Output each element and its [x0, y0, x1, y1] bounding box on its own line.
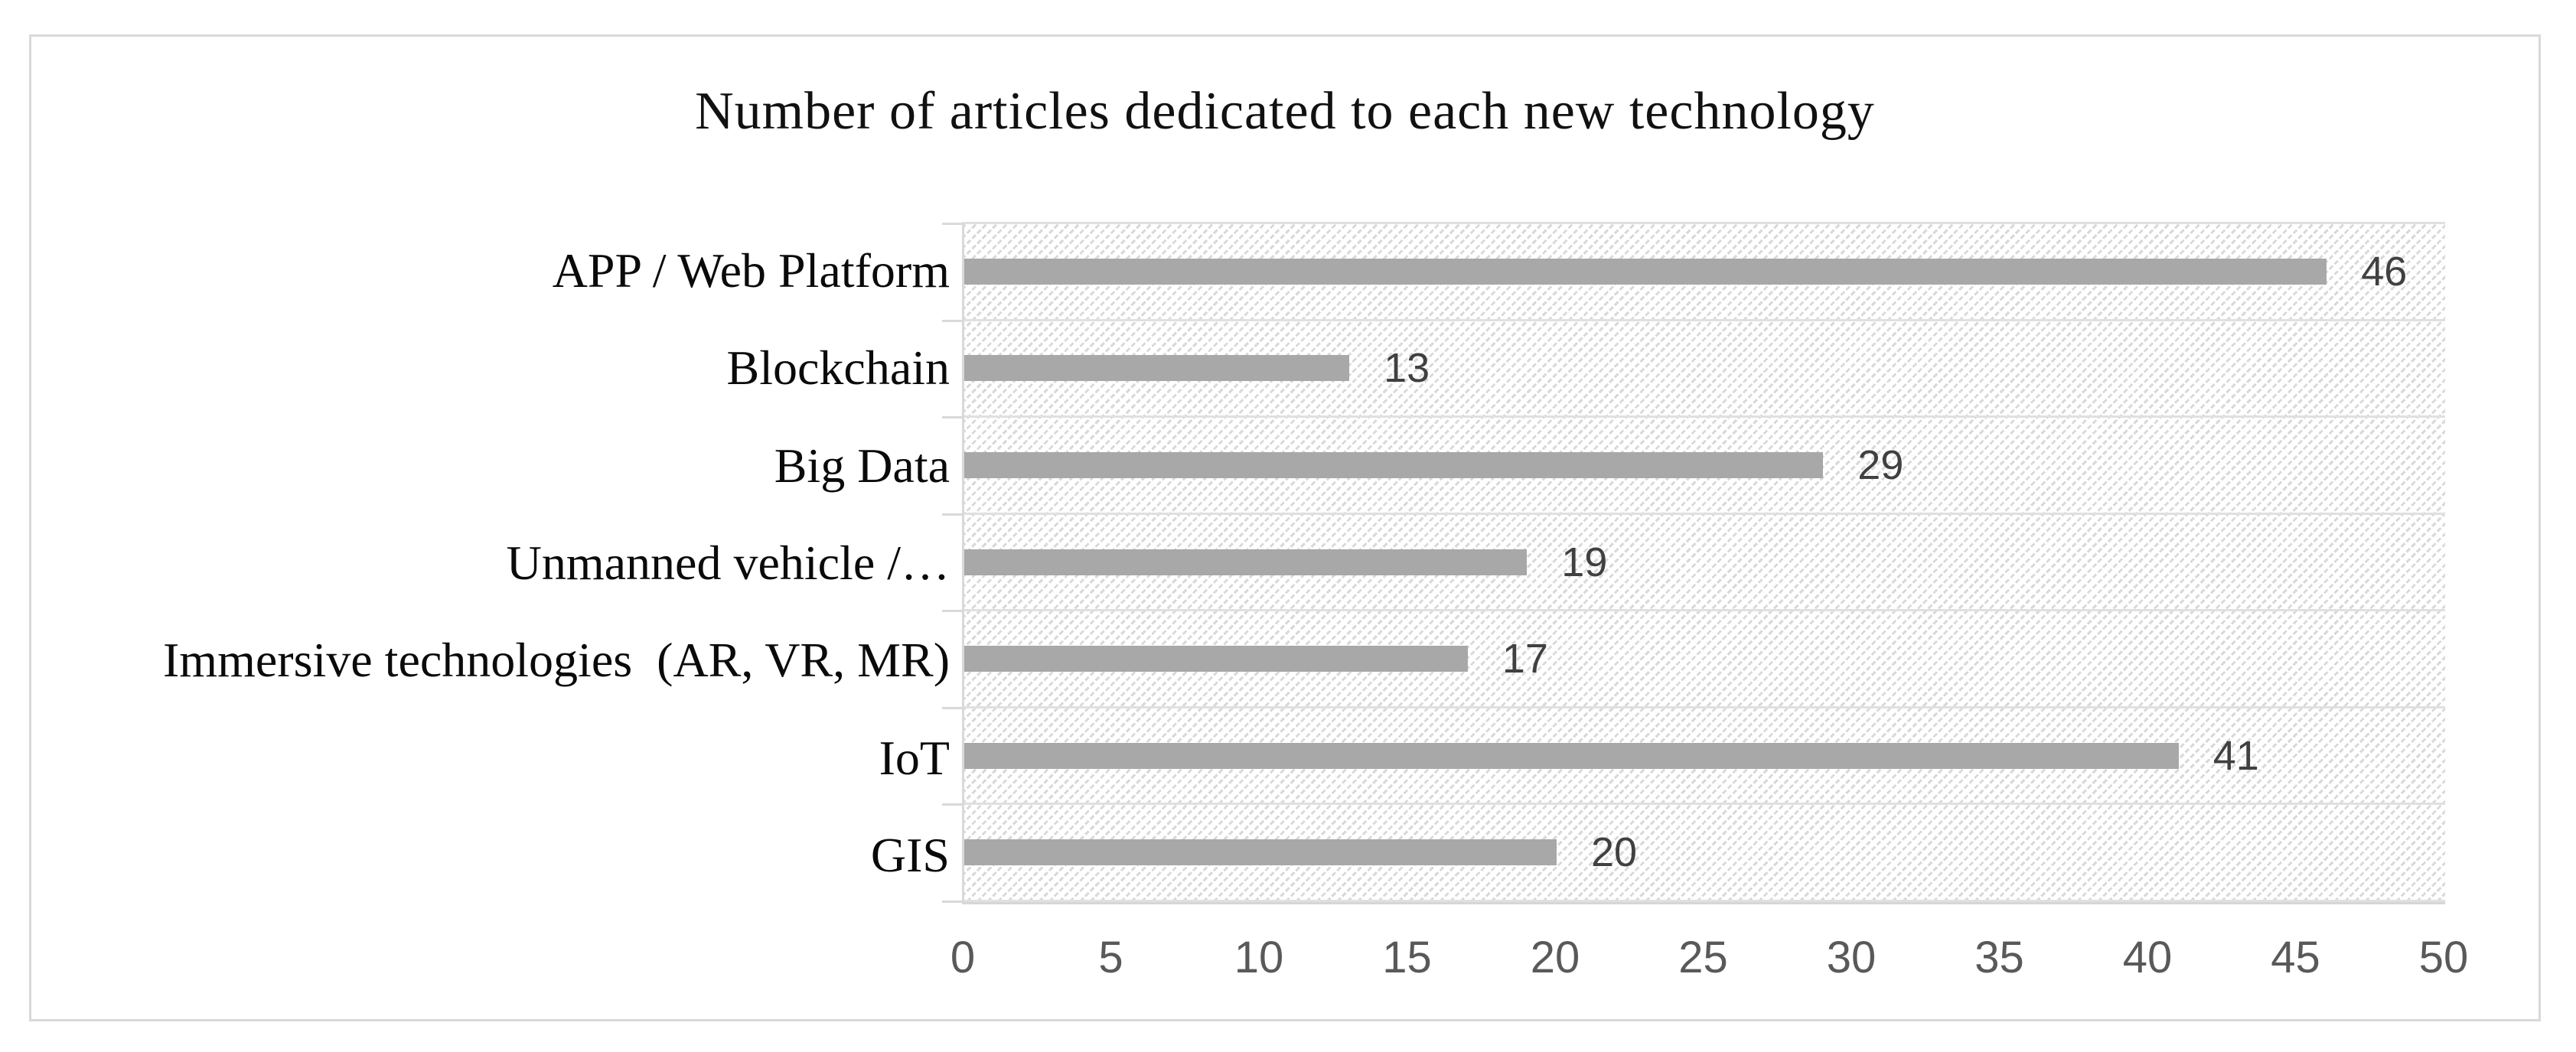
- x-axis-tick-labels: 0 5 10 15 20 25 30 35 40 45 50: [951, 930, 2468, 985]
- category-axis-tickmark: [942, 319, 962, 322]
- bar-value-label: 41: [2212, 732, 2259, 779]
- x-axis-tick-label: 0: [950, 933, 976, 982]
- category-label: APP / Web Platform: [552, 243, 950, 298]
- category-axis-tickmark: [942, 416, 962, 419]
- bar: [964, 646, 1468, 673]
- category-band: 46: [964, 224, 2445, 321]
- category-band: 19: [964, 515, 2445, 612]
- x-axis-tick-label: 50: [2418, 933, 2469, 982]
- category-band: 13: [964, 321, 2445, 419]
- category-label: IoT: [879, 730, 950, 785]
- category-axis-tickmark: [942, 901, 962, 903]
- bar-value-label: 46: [2361, 248, 2408, 295]
- bar-value-label: 17: [1502, 636, 1548, 682]
- category-axis-tickmark: [942, 706, 962, 709]
- category-band: 20: [964, 805, 2445, 903]
- bar: [964, 258, 2327, 285]
- bar-value-label: 13: [1384, 345, 1430, 392]
- chart-figure-border: Number of articles dedicated to each new…: [29, 34, 2541, 1021]
- category-axis-labels: APP / Web Platform Blockchain Big Data Unma…: [34, 222, 950, 904]
- category-axis-tickmark: [942, 610, 962, 613]
- category-band: 29: [964, 418, 2445, 515]
- bar-value-label: 20: [1591, 829, 1638, 876]
- plot-area: 46 13 29 19 17 41 20: [942, 222, 2445, 904]
- x-axis-tick-label: 45: [2271, 933, 2320, 982]
- category-axis-tickmark: [942, 223, 962, 225]
- category-band: 17: [964, 611, 2445, 708]
- category-label: Big Data: [774, 438, 950, 493]
- x-axis-tick-label: 15: [1382, 933, 1432, 982]
- category-label: Unmanned vehicle /…: [506, 535, 950, 590]
- x-axis-tick-label: 10: [1234, 933, 1284, 982]
- category-label: Immersive technologies (AR, VR, MR): [162, 633, 950, 688]
- bar-value-label: 19: [1561, 539, 1608, 585]
- chart-title: Number of articles dedicated to each new…: [695, 82, 1875, 141]
- x-axis-tick-label: 25: [1678, 933, 1728, 982]
- x-axis-tick-label: 20: [1530, 933, 1580, 982]
- category-band: 41: [964, 708, 2445, 806]
- bar: [964, 839, 1557, 866]
- x-axis-tick-label: 35: [1974, 933, 2024, 982]
- x-axis-tick-label: 40: [2122, 933, 2173, 982]
- category-axis-tickmark: [942, 513, 962, 516]
- x-axis-tick-label: 30: [1826, 933, 1877, 982]
- category-label: GIS: [870, 828, 950, 883]
- bar: [964, 742, 2179, 769]
- category-axis-tickmark: [942, 803, 962, 806]
- x-axis-tick-label: 5: [1098, 933, 1123, 982]
- bar: [964, 355, 1350, 382]
- bar: [964, 549, 1528, 575]
- bar-value-label: 29: [1857, 441, 1904, 488]
- bar: [964, 451, 1824, 478]
- category-label: Blockchain: [726, 340, 950, 396]
